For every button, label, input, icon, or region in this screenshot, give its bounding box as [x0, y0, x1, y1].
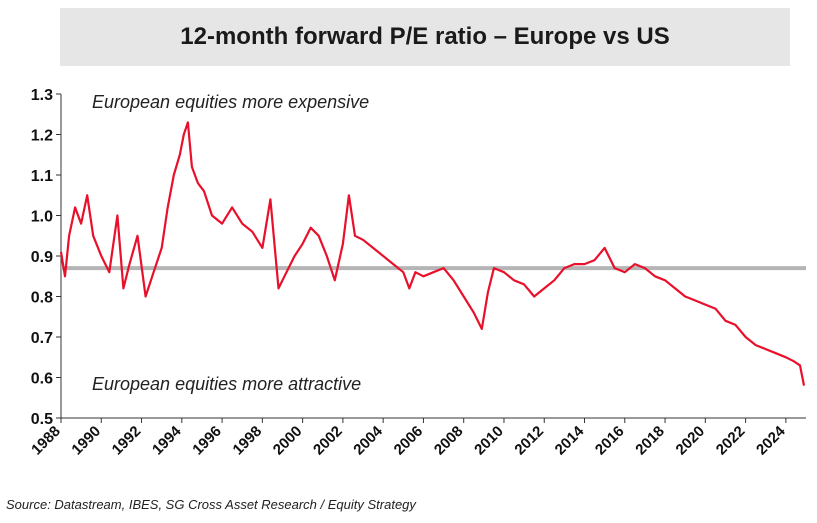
x-tick-label: 2016 [592, 423, 628, 459]
y-tick-label: 1.1 [31, 168, 53, 185]
x-tick-label: 2024 [753, 422, 789, 458]
series-group [59, 121, 806, 386]
y-tick-label: 1.2 [31, 128, 53, 145]
y-tick-label: 1.0 [31, 209, 53, 226]
chart-title-box: 12-month forward P/E ratio – Europe vs U… [60, 8, 790, 66]
x-tick-label: 2010 [471, 423, 507, 459]
series-line-0 [59, 121, 806, 386]
y-tick-label: 1.3 [31, 87, 53, 104]
x-tick-label: 2002 [310, 423, 346, 459]
y-tick-label: 0.7 [31, 330, 53, 347]
y-tick-label: 0.8 [31, 290, 53, 307]
x-tick-label: 1996 [189, 423, 225, 459]
x-tick-label: 1994 [149, 422, 185, 458]
x-tick-label: 2008 [431, 423, 467, 459]
y-tick-label: 0.6 [31, 371, 53, 388]
x-tick-label: 1988 [28, 423, 64, 459]
x-tick-label: 1998 [230, 423, 266, 459]
x-tick-label: 2022 [713, 423, 749, 459]
x-tick-label: 1990 [68, 423, 104, 459]
x-tick-label: 2020 [673, 423, 709, 459]
y-tick-label: 0.9 [31, 249, 53, 266]
x-tick-label: 2012 [511, 423, 547, 459]
x-tick-label: 2018 [632, 423, 668, 459]
chart-title: 12-month forward P/E ratio – Europe vs U… [180, 23, 670, 50]
source-note: Source: Datastream, IBES, SG Cross Asset… [6, 497, 416, 512]
x-tick-label: 2004 [350, 422, 386, 458]
y-tick-label: 0.5 [31, 411, 53, 428]
x-tick-label: 2000 [270, 423, 306, 459]
x-tick-label: 1992 [109, 423, 145, 459]
annotation-more-expensive: European equities more expensive [92, 92, 369, 112]
annotation-more-attractive: European equities more attractive [92, 374, 361, 394]
x-tick-label: 2014 [552, 422, 588, 458]
x-tick-label: 2006 [391, 423, 427, 459]
